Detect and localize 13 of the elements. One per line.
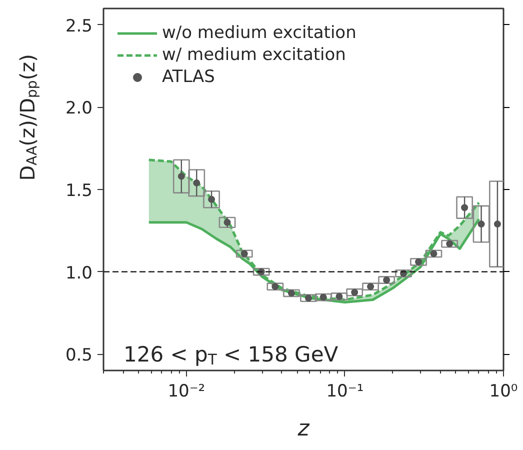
y-axis-title: DAA(z)/Dpp(z) xyxy=(16,54,40,181)
x-tick-label: 10⁻² xyxy=(168,382,206,402)
y-tick-label: 2.5 xyxy=(65,16,93,36)
x-tick-label: 10⁻¹ xyxy=(326,382,364,402)
y-tick-label: 1.0 xyxy=(65,263,93,284)
legend-label: ATLAS xyxy=(162,66,215,88)
legend-label: w/o medium excitation xyxy=(162,22,356,44)
y-tick-label: 0.5 xyxy=(65,346,93,366)
legend-label: w/ medium excitation xyxy=(162,44,346,66)
y-tick-label: 2.0 xyxy=(65,98,93,119)
x-axis-title: z xyxy=(296,416,310,442)
y-tick-label: 1.5 xyxy=(65,181,93,201)
x-tick-label: 10⁰ xyxy=(489,382,518,402)
